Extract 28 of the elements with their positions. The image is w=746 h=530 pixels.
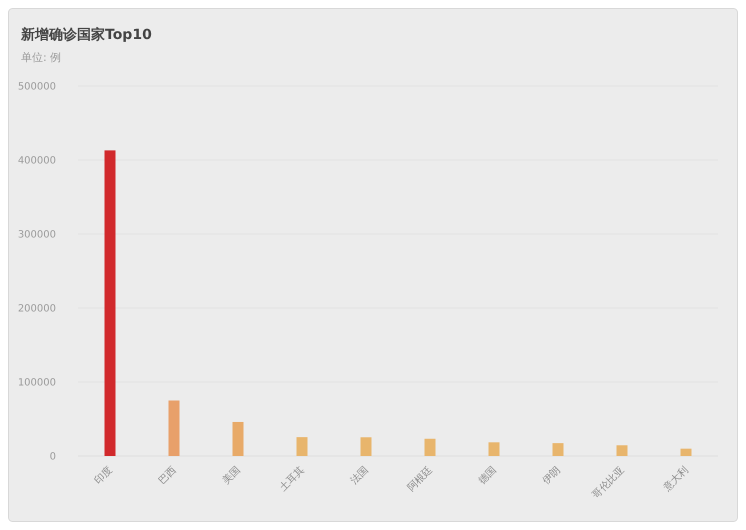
y-tick-label: 200000 <box>18 304 56 314</box>
bar <box>104 150 116 456</box>
bar <box>360 437 372 456</box>
x-tick-label: 巴西 <box>156 464 179 487</box>
x-tick-label: 法国 <box>348 464 371 487</box>
y-tick-label: 400000 <box>18 156 56 166</box>
y-tick-label: 300000 <box>18 230 56 240</box>
x-tick-label: 土耳其 <box>276 464 307 494</box>
bar <box>168 400 180 456</box>
x-tick-label: 德国 <box>476 464 499 487</box>
bar <box>552 443 564 456</box>
x-tick-label: 阿根廷 <box>404 464 435 494</box>
x-tick-label: 意大利 <box>660 464 691 495</box>
x-tick-label: 印度 <box>92 464 115 487</box>
bar <box>296 437 308 456</box>
bar <box>424 438 436 456</box>
bar <box>488 442 500 456</box>
y-tick-label: 100000 <box>18 378 56 388</box>
x-tick-label: 哥伦比亚 <box>590 464 627 501</box>
bar <box>232 422 244 456</box>
y-tick-label: 0 <box>50 452 56 462</box>
chart-subtitle: 单位: 例 <box>21 51 62 64</box>
x-tick-label: 伊朗 <box>540 464 563 487</box>
y-tick-label: 500000 <box>18 82 56 92</box>
bar <box>680 448 692 456</box>
bar <box>616 445 628 456</box>
chart-title: 新增确诊国家Top10 <box>20 26 152 43</box>
x-tick-label: 美国 <box>220 464 243 487</box>
